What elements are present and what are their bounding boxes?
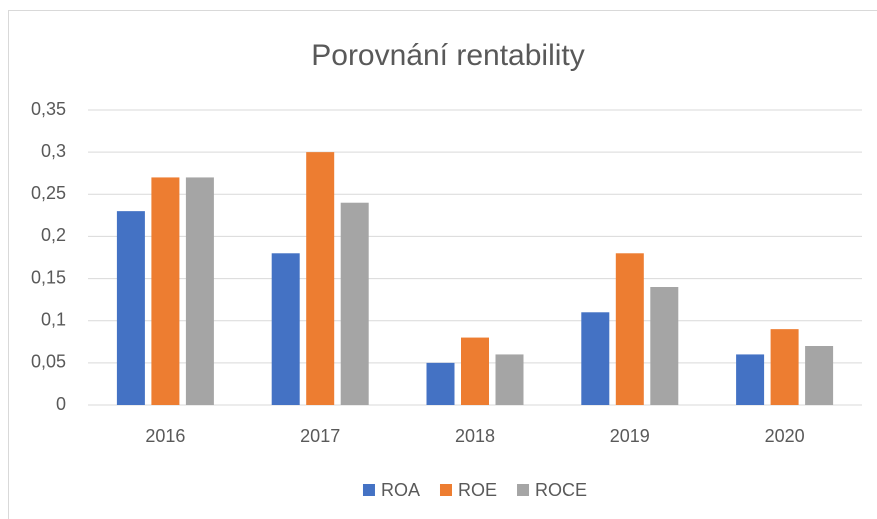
legend-swatch [517, 484, 530, 496]
bar [340, 202, 369, 405]
y-tick-label: 0 [56, 394, 66, 414]
bar [185, 177, 214, 405]
bar [151, 177, 180, 405]
y-tick-label: 0,05 [31, 352, 66, 372]
legend-label: ROA [381, 480, 420, 500]
x-tick-label: 2017 [300, 426, 340, 446]
bar [306, 152, 335, 405]
y-tick-label: 0,35 [31, 99, 66, 119]
chart-title: Porovnání rentability [311, 39, 585, 72]
bar [495, 354, 524, 405]
bar [581, 312, 610, 405]
bar [650, 287, 679, 405]
y-tick-label: 0,15 [31, 267, 66, 287]
x-tick-label: 2018 [455, 426, 495, 446]
bar [736, 354, 765, 405]
bar [770, 329, 799, 405]
legend-swatch [362, 484, 375, 496]
bar [461, 337, 489, 405]
bar [116, 211, 145, 405]
legend-swatch [439, 484, 452, 496]
bar [426, 362, 455, 405]
y-tick-label: 0,1 [41, 309, 66, 329]
x-tick-label: 2019 [610, 426, 650, 446]
y-tick-label: 0,25 [31, 183, 66, 203]
legend-label: ROCE [535, 480, 587, 500]
x-tick-label: 2016 [145, 426, 185, 446]
bar [271, 253, 300, 405]
x-tick-label: 2020 [765, 426, 805, 446]
bar [805, 346, 834, 405]
y-tick-label: 0,2 [41, 225, 66, 245]
bar [615, 253, 644, 405]
legend-label: ROE [458, 480, 497, 500]
y-tick-label: 0,3 [41, 141, 66, 161]
